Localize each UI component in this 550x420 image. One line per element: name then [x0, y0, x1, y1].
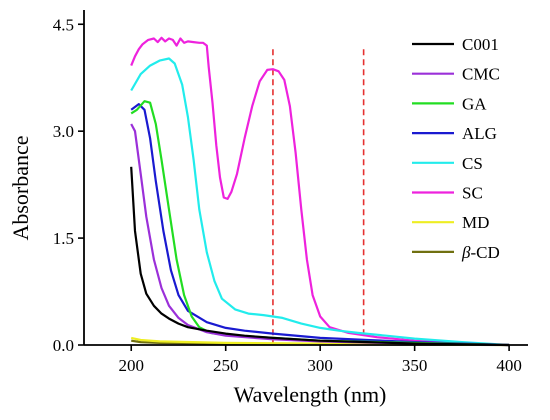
x-tick-label: 400 — [496, 356, 522, 375]
legend-label-md: MD — [462, 213, 489, 232]
legend-label-ga: GA — [462, 94, 487, 113]
legend-label-alg: ALG — [462, 124, 497, 143]
series-line-c001 — [130, 166, 510, 347]
legend-label-cs: CS — [462, 154, 483, 173]
series-line-cs — [130, 57, 510, 347]
series-line-alg — [130, 103, 510, 347]
y-tick-label: 3.0 — [53, 122, 74, 141]
legend-label-c001: C001 — [462, 35, 499, 54]
ticks: 200 250 300 350 400 0.0 1.5 3.0 4.5 — [53, 15, 522, 375]
series-lines — [130, 36, 510, 347]
y-axis-label: Absorbance — [8, 135, 33, 240]
x-tick-label: 250 — [213, 356, 239, 375]
legend-label-cd: β-CD — [461, 243, 500, 262]
series-line-sc — [130, 36, 510, 347]
x-axis-label: Wavelength (nm) — [234, 382, 387, 407]
legend-label-sc: SC — [462, 184, 483, 203]
x-tick-label: 350 — [402, 356, 428, 375]
legend: C001 CMC GA ALG CS SC MD β-CD — [412, 35, 500, 262]
x-tick-label: 300 — [307, 356, 333, 375]
x-tick-label: 200 — [118, 356, 144, 375]
y-tick-label: 4.5 — [53, 15, 74, 34]
y-tick-label: 0.0 — [53, 336, 74, 355]
y-tick-label: 1.5 — [53, 229, 74, 248]
legend-label-cmc: CMC — [462, 65, 500, 84]
axes — [83, 10, 528, 346]
